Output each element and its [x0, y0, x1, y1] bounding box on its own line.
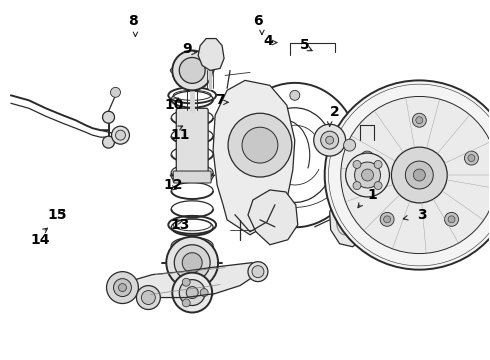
Circle shape	[182, 278, 190, 286]
Text: 15: 15	[48, 208, 67, 222]
Circle shape	[142, 291, 155, 305]
Circle shape	[353, 161, 361, 168]
Circle shape	[174, 245, 210, 280]
Circle shape	[468, 154, 475, 162]
Circle shape	[186, 287, 198, 298]
Circle shape	[242, 127, 278, 163]
Text: 2: 2	[330, 105, 340, 119]
Text: 12: 12	[163, 178, 183, 192]
Text: 11: 11	[171, 128, 190, 142]
Circle shape	[380, 212, 394, 226]
Circle shape	[465, 151, 478, 165]
Circle shape	[179, 280, 205, 306]
Circle shape	[114, 279, 131, 297]
Text: 6: 6	[253, 14, 263, 28]
Circle shape	[314, 124, 345, 156]
Circle shape	[341, 96, 490, 253]
Text: 1: 1	[368, 188, 377, 202]
Text: 14: 14	[31, 233, 50, 247]
Text: 10: 10	[164, 98, 184, 112]
Circle shape	[355, 162, 380, 188]
Text: 4: 4	[263, 33, 272, 48]
Text: 7: 7	[215, 93, 225, 107]
Circle shape	[343, 139, 356, 151]
Circle shape	[182, 299, 190, 307]
Circle shape	[111, 87, 121, 97]
FancyBboxPatch shape	[173, 171, 211, 183]
Text: 9: 9	[182, 41, 192, 55]
Circle shape	[179, 58, 205, 84]
Circle shape	[364, 154, 371, 162]
Circle shape	[290, 90, 300, 100]
FancyBboxPatch shape	[176, 108, 208, 177]
Circle shape	[374, 161, 382, 168]
Circle shape	[362, 169, 373, 181]
Polygon shape	[198, 39, 224, 71]
Circle shape	[102, 136, 115, 148]
Circle shape	[416, 117, 423, 124]
Polygon shape	[213, 80, 295, 235]
Circle shape	[325, 80, 490, 270]
Circle shape	[384, 216, 391, 223]
Circle shape	[360, 151, 374, 165]
Circle shape	[414, 169, 425, 181]
Circle shape	[200, 289, 208, 297]
Circle shape	[248, 262, 268, 282]
Polygon shape	[121, 263, 258, 298]
Circle shape	[166, 237, 218, 289]
Circle shape	[405, 161, 433, 189]
Circle shape	[119, 284, 126, 292]
Polygon shape	[248, 190, 298, 245]
Text: 5: 5	[300, 37, 310, 51]
Circle shape	[136, 285, 160, 310]
Circle shape	[448, 216, 455, 223]
Circle shape	[413, 113, 426, 127]
Circle shape	[392, 147, 447, 203]
Circle shape	[234, 139, 246, 151]
Circle shape	[106, 272, 138, 303]
Circle shape	[172, 273, 212, 312]
Circle shape	[321, 131, 339, 149]
Circle shape	[182, 253, 202, 273]
Text: 13: 13	[171, 218, 190, 232]
Circle shape	[444, 212, 459, 226]
Circle shape	[172, 50, 212, 90]
Circle shape	[116, 130, 125, 140]
Polygon shape	[330, 197, 365, 247]
Circle shape	[345, 153, 390, 197]
Circle shape	[112, 126, 129, 144]
Text: 8: 8	[128, 14, 138, 28]
Circle shape	[252, 266, 264, 278]
Text: 3: 3	[417, 208, 427, 222]
Circle shape	[228, 113, 292, 177]
Circle shape	[374, 181, 382, 190]
Circle shape	[326, 136, 334, 144]
Circle shape	[102, 111, 115, 123]
Circle shape	[353, 181, 361, 190]
